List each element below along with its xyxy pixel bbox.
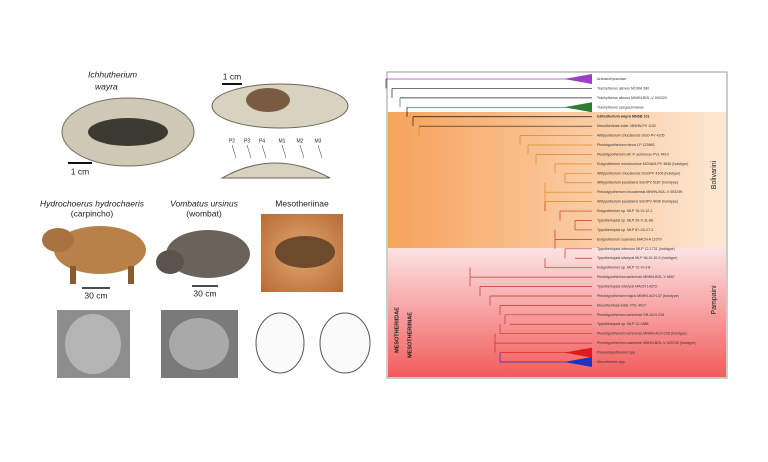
tooth-pointer	[317, 144, 323, 159]
species-name: Vombatus ursinus	[170, 198, 238, 208]
taxon-label: Ichhutherium wayra MHSB 101	[597, 115, 650, 119]
collapsed-clade	[564, 347, 592, 358]
taxon-label: Eutypotherium sp. MLP 76-VI-12-1	[597, 209, 652, 213]
mesotheriinae-figure	[275, 236, 335, 268]
tooth-row-fossil	[220, 162, 331, 179]
species-name: Mesotheriinae	[275, 198, 329, 208]
fossil-name: wayra	[95, 81, 118, 91]
taxon-label: Plesiotypotherium chucalensis MNHN-BOL-V…	[597, 190, 682, 194]
tooth-label: P3	[244, 138, 250, 144]
tooth-pointer	[261, 144, 267, 159]
jaw-fossil-detail	[246, 88, 290, 112]
taxon-label: Trachytherus spegazzinianus	[597, 105, 644, 109]
bolivarini-band	[388, 112, 726, 248]
taxon-label: Eutypotherium sp. MLP 72-VI-3-8	[597, 266, 650, 270]
tooth-label: P2	[229, 138, 235, 144]
taxon-label: Plesiotypotherium achirense MNHN-BOL-V 6…	[597, 275, 675, 279]
collapsed-clade	[564, 74, 592, 84]
taxon-label: Plesiotypotherium aff. P. achirense PVL …	[597, 152, 669, 156]
family-label: MESOTHERIIDAE	[394, 307, 400, 353]
clade-label: Pampaini	[711, 285, 718, 315]
taxon-label: Altitypotherium paucidens SGOPV 4036 (ho…	[597, 200, 678, 204]
tooth-pointer	[299, 144, 305, 159]
taxon-label: Pseudotypotherium spp.	[597, 351, 636, 355]
wombat	[156, 230, 250, 278]
reconstruction-drawing	[255, 312, 305, 374]
taxon-label: Trachytherus alloxus MNHN-BOL-V 000320	[597, 96, 667, 100]
subfamily-label: MESOTHERIINAE	[407, 312, 413, 358]
phylogeny: Archaeohyracidae Trachytherus alloxus MOS…	[385, 74, 718, 367]
taxon-label: Plesiotypotherium casirense MNHN-BOL-V 0…	[597, 341, 696, 345]
taxon-label: Typotheriopsis silveyrai MACN 14373	[597, 284, 657, 288]
taxon-label: Typotheriopsis silveyrai MLP 36-XI-10-5 …	[597, 256, 677, 260]
taxon-label: Trachytherus alloxus MOSM 380	[597, 86, 649, 90]
taxon-label: Typotheriopsis sp. MLP 12-1886	[597, 322, 648, 326]
scale-label: 1 cm	[223, 71, 241, 81]
fossil-name: Ichhutherium	[88, 69, 137, 79]
common-name: (wombat)	[186, 208, 222, 218]
taxon-label: Mesotheriinae indet. PVL 4017	[597, 303, 646, 307]
pampaini-band	[388, 248, 726, 377]
capybara-face	[65, 314, 121, 374]
taxon-label: Plesiotypotherium achirense MNHN-ACH-228…	[597, 332, 687, 336]
taxon-label: Plesiotypotherium minus LP 123963	[597, 143, 654, 147]
taxon-label: Mesotherium spp.	[597, 360, 626, 364]
capybara	[42, 226, 146, 284]
clade-label: Bolivarini	[711, 160, 718, 189]
skull-fossil-detail	[88, 118, 168, 146]
tooth-label: M3	[315, 138, 322, 144]
tooth-pointer	[246, 144, 252, 159]
taxon-label: Typotheriopsis internum MLP 12-1731 (hol…	[597, 247, 675, 251]
taxon-label: Altitypotherium chucalensis SGOPV 4106 (…	[597, 171, 680, 175]
tooth-label: P4	[259, 138, 265, 144]
common-name: (carpincho)	[71, 208, 114, 218]
tooth-pointer	[231, 144, 237, 159]
taxon-label: Archaeohyracidae	[597, 77, 626, 81]
taxon-label: Typotheriopsis sp. MLP 87-XII-27-1	[597, 228, 653, 232]
taxon-label: Plesiotypotherium majus MNHN-ACH-37 (hol…	[597, 294, 679, 298]
species-name: Hydrochoerus hydrochaeris	[40, 198, 145, 208]
taxon-label: Mesotheriinae indet. MNHN-PV 1102	[597, 124, 656, 128]
tooth-labels: P2 P3 P4 M1 M2 M3	[229, 138, 323, 159]
scale-label: 30 cm	[193, 288, 216, 298]
collapsed-clade	[564, 357, 592, 367]
collapsed-clade	[564, 102, 592, 113]
taxon-label: Plesiotypotherium achirense GB-ACH 228	[597, 313, 664, 317]
taxon-label: Altitypotherium chucalensis SGO-PV 4105	[597, 134, 665, 138]
scale-label: 1 cm	[71, 166, 89, 176]
taxon-label: Eutypotherium mendocense MCNAM-PV 3846 (…	[597, 162, 688, 166]
reconstruction-drawing	[319, 312, 371, 374]
tooth-label: M1	[279, 138, 286, 144]
scale-label: 30 cm	[84, 290, 107, 300]
taxon-label: Eutypotherium superans MACN-A 11079	[597, 237, 662, 241]
tooth-pointer	[281, 144, 287, 159]
taxon-label: Typotheriopsis sp. MLP 29-X-11-66	[597, 218, 653, 222]
wombat-face	[169, 318, 229, 370]
taxon-label: Altitypotherium paucidens SGOPV 5167 (ho…	[597, 181, 678, 185]
tooth-label: M2	[297, 138, 304, 144]
